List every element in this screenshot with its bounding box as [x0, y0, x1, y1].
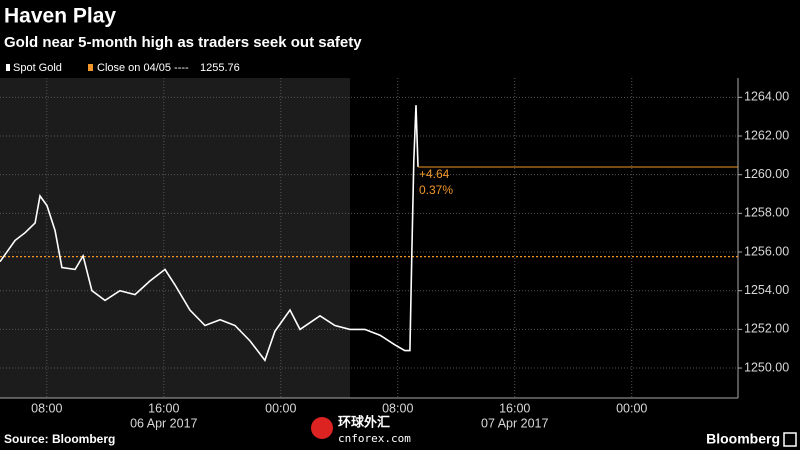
- legend-label: Close on 04/05 ----: [97, 62, 189, 74]
- brand-icon: [783, 432, 797, 447]
- chart-subtitle: Gold near 5-month high as traders seek o…: [4, 34, 362, 51]
- legend-value: 1255.76: [200, 62, 240, 74]
- x-date-label: 06 Apr 2017: [130, 416, 197, 430]
- x-tick-label: 00:00: [265, 401, 296, 415]
- y-tick-label: 1262.00: [744, 128, 789, 142]
- x-tick-label: 16:00: [148, 401, 179, 415]
- legend-marker: [6, 64, 10, 71]
- y-tick-label: 1256.00: [744, 244, 789, 258]
- y-tick-label: 1264.00: [744, 90, 789, 104]
- chart-title: Haven Play: [4, 5, 116, 28]
- price-line: [0, 105, 419, 362]
- y-tick-label: 1250.00: [744, 360, 789, 374]
- y-tick-label: 1260.00: [744, 167, 789, 181]
- x-tick-label: 08:00: [31, 401, 62, 415]
- x-date-label: 07 Apr 2017: [481, 416, 548, 430]
- watermark-sub: cnforex.com: [338, 432, 411, 445]
- y-tick-label: 1254.00: [744, 283, 789, 297]
- change-pct-label: 0.37%: [419, 183, 453, 197]
- y-tick-label: 1252.00: [744, 322, 789, 336]
- brand: Bloomberg: [706, 431, 780, 447]
- shaded-session: [0, 78, 350, 398]
- x-tick-label: 08:00: [382, 401, 413, 415]
- y-tick-label: 1258.00: [744, 206, 789, 220]
- x-tick-label: 16:00: [499, 401, 530, 415]
- x-tick-label: 00:00: [616, 401, 647, 415]
- source: Source: Bloomberg: [4, 432, 115, 446]
- watermark-logo: [311, 417, 333, 439]
- change-label: +4.64: [419, 167, 450, 181]
- legend-label: Spot Gold: [13, 62, 62, 74]
- legend-marker: [88, 64, 93, 71]
- watermark: 环球外汇: [338, 415, 390, 431]
